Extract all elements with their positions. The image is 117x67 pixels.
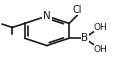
Text: B: B bbox=[81, 33, 88, 43]
Text: Cl: Cl bbox=[73, 5, 82, 15]
Text: OH: OH bbox=[94, 45, 108, 54]
Text: N: N bbox=[43, 11, 51, 21]
Text: OH: OH bbox=[94, 23, 108, 32]
